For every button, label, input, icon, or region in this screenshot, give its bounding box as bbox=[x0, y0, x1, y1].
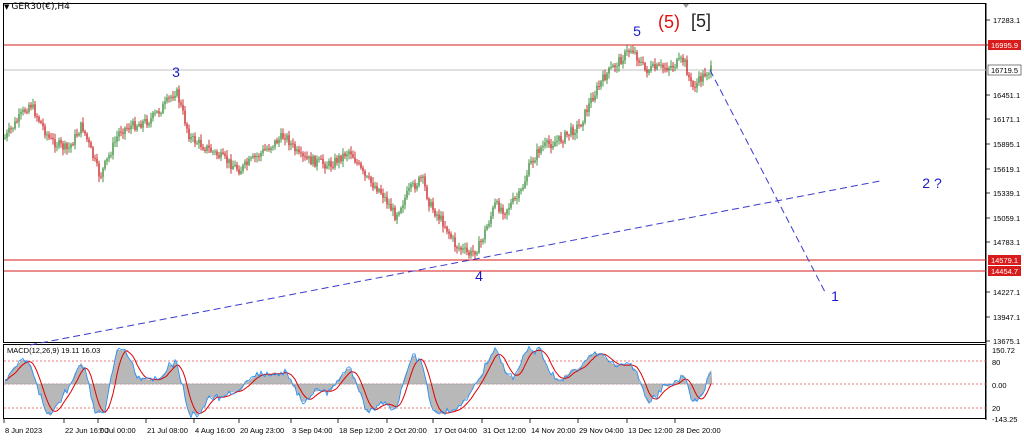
time-tick-label: 28 Dec 20:00 bbox=[676, 426, 721, 435]
trendline[interactable] bbox=[29, 180, 881, 346]
time-tick-label: 7 Jul 00:00 bbox=[99, 426, 136, 435]
time-tick-label: 22 Jun 16:00 bbox=[65, 426, 108, 435]
symbol-title: GER30(€),H4 bbox=[11, 2, 70, 12]
time-tick-label: 18 Sep 12:00 bbox=[339, 426, 384, 435]
price-tick-label: 13675.1 bbox=[993, 337, 1020, 346]
price-tag-14579: 14579.1 bbox=[988, 255, 1021, 265]
time-tick-label: 8 Jun 2023 bbox=[5, 426, 42, 435]
price-tag-label: 16995.9 bbox=[991, 41, 1018, 50]
shift-marker-icon[interactable] bbox=[683, 4, 689, 8]
macd-label: MACD(12,26,9) 19.11 16.03 bbox=[7, 346, 100, 355]
price-tag-14454: 14454.7 bbox=[988, 266, 1021, 276]
macd-tick-label: 80 bbox=[992, 358, 1000, 367]
wave-label-3: 3 bbox=[172, 64, 180, 80]
wave-label-5-primary: [5] bbox=[691, 11, 711, 31]
macd-tick-label: -143.25 bbox=[992, 415, 1017, 424]
time-axis[interactable]: 8 Jun 2023 22 Jun 16:007 Jul 00:00 21 Jul … bbox=[3, 419, 721, 435]
wave-label-1: 1 bbox=[831, 288, 839, 304]
time-tick-label: 14 Nov 20:00 bbox=[531, 426, 576, 435]
symbol-label[interactable]: ▼ GER30(€),H4 bbox=[4, 2, 70, 12]
price-tag-label: 14579.1 bbox=[991, 256, 1018, 265]
price-tag-current: 16719.5 bbox=[987, 64, 1022, 76]
time-tick-label: 31 Oct 12:00 bbox=[483, 426, 526, 435]
price-tick-label: 15619.1 bbox=[993, 165, 1020, 174]
triangle-down-icon[interactable]: ▼ bbox=[4, 3, 10, 11]
macd-signal-line bbox=[4, 349, 712, 414]
wave-label-5-intermediate: (5) bbox=[658, 12, 680, 32]
candlesticks bbox=[4, 45, 712, 260]
macd-histogram bbox=[4, 347, 713, 416]
price-tick-label: 15059.1 bbox=[993, 214, 1020, 223]
wave-label-2: 2 ? bbox=[922, 175, 942, 191]
price-axis[interactable]: 17283.117007.516451.116171.115895.115619… bbox=[986, 16, 1020, 346]
price-tag-16995: 16995.9 bbox=[988, 40, 1021, 50]
macd-tick-label: 0.00 bbox=[992, 381, 1007, 390]
time-tick-label: 13 Dec 12:00 bbox=[628, 426, 673, 435]
macd-tick-label: 20 bbox=[992, 404, 1000, 413]
macd-pane[interactable]: MACD(12,26,9) 19.11 16.03 bbox=[4, 345, 986, 419]
time-tick-label: 21 Jul 08:00 bbox=[147, 426, 188, 435]
price-tick-label: 15339.1 bbox=[993, 189, 1020, 198]
wave-label-4: 4 bbox=[475, 268, 483, 284]
price-tick-label: 14227.1 bbox=[993, 288, 1020, 297]
price-tick-label: 16171.1 bbox=[993, 115, 1020, 124]
price-tag-label: 14454.7 bbox=[991, 267, 1018, 276]
time-tick-label: 17 Oct 04:00 bbox=[434, 426, 477, 435]
macd-axis: 150.72 80 0.00 20 -143.25 bbox=[992, 346, 1017, 424]
macd-main-line bbox=[4, 345, 712, 419]
price-tick-label: 13947.1 bbox=[993, 313, 1020, 322]
price-tick-label: 14783.1 bbox=[993, 238, 1020, 247]
macd-tick-label: 150.72 bbox=[992, 346, 1015, 355]
price-tick-label: 16451.1 bbox=[993, 91, 1020, 100]
price-tick-label: 17283.1 bbox=[993, 16, 1020, 25]
projection-line[interactable] bbox=[709, 69, 826, 293]
time-tick-label: 29 Nov 04:00 bbox=[579, 426, 624, 435]
price-tag-label: 16719.5 bbox=[991, 66, 1018, 75]
wave-label-5: 5 bbox=[633, 23, 641, 39]
time-tick-label: 20 Aug 23:00 bbox=[240, 426, 284, 435]
time-tick-label: 3 Sep 04:00 bbox=[292, 426, 332, 435]
price-tick-label: 15895.1 bbox=[993, 140, 1020, 149]
time-tick-label: 2 Oct 20:00 bbox=[388, 426, 427, 435]
time-tick-label: 4 Aug 16:00 bbox=[195, 426, 235, 435]
